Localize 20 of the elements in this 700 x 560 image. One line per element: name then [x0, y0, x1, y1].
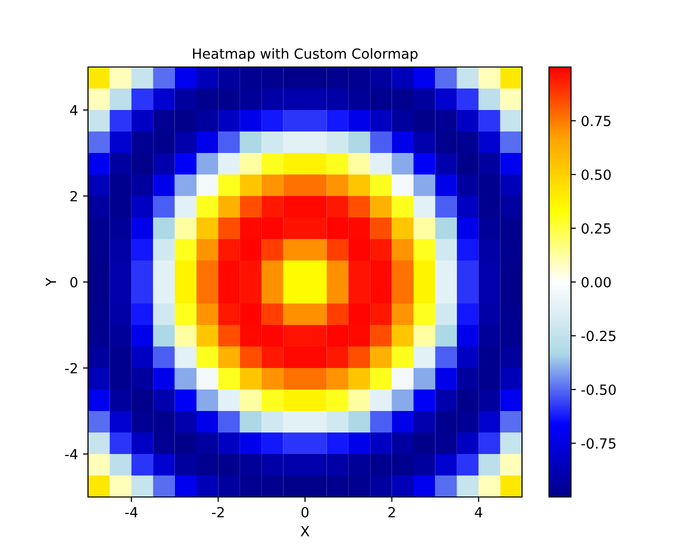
- y-axis-title: Y: [46, 278, 56, 286]
- x-tick-label: 2: [388, 506, 395, 518]
- y-tick-label: -4: [65, 449, 78, 460]
- color-bar-label: 0.00: [582, 276, 611, 288]
- color-bar-label: -0.75: [581, 438, 616, 449]
- chart-title: Heatmap with Custom Colormap: [193, 48, 418, 62]
- color-bar-label: -0.25: [581, 330, 616, 342]
- color-bar-label: 0.75: [582, 116, 610, 126]
- y-tick-label: 0: [70, 276, 78, 288]
- color-bar-label: 0.25: [582, 223, 610, 234]
- x-tick-label: -4: [125, 507, 138, 518]
- y-tick-label: -2: [65, 362, 77, 374]
- color-bar-label: -0.50: [581, 384, 616, 395]
- color-bar-label: 0.50: [582, 169, 611, 180]
- x-axis-title: X: [300, 526, 310, 536]
- x-tick-label: -2: [212, 506, 224, 518]
- x-tick-label: 0: [301, 506, 308, 518]
- y-tick-label: 2: [70, 190, 77, 202]
- y-tick-label: 4: [70, 105, 78, 116]
- x-tick-label: 4: [474, 507, 482, 518]
